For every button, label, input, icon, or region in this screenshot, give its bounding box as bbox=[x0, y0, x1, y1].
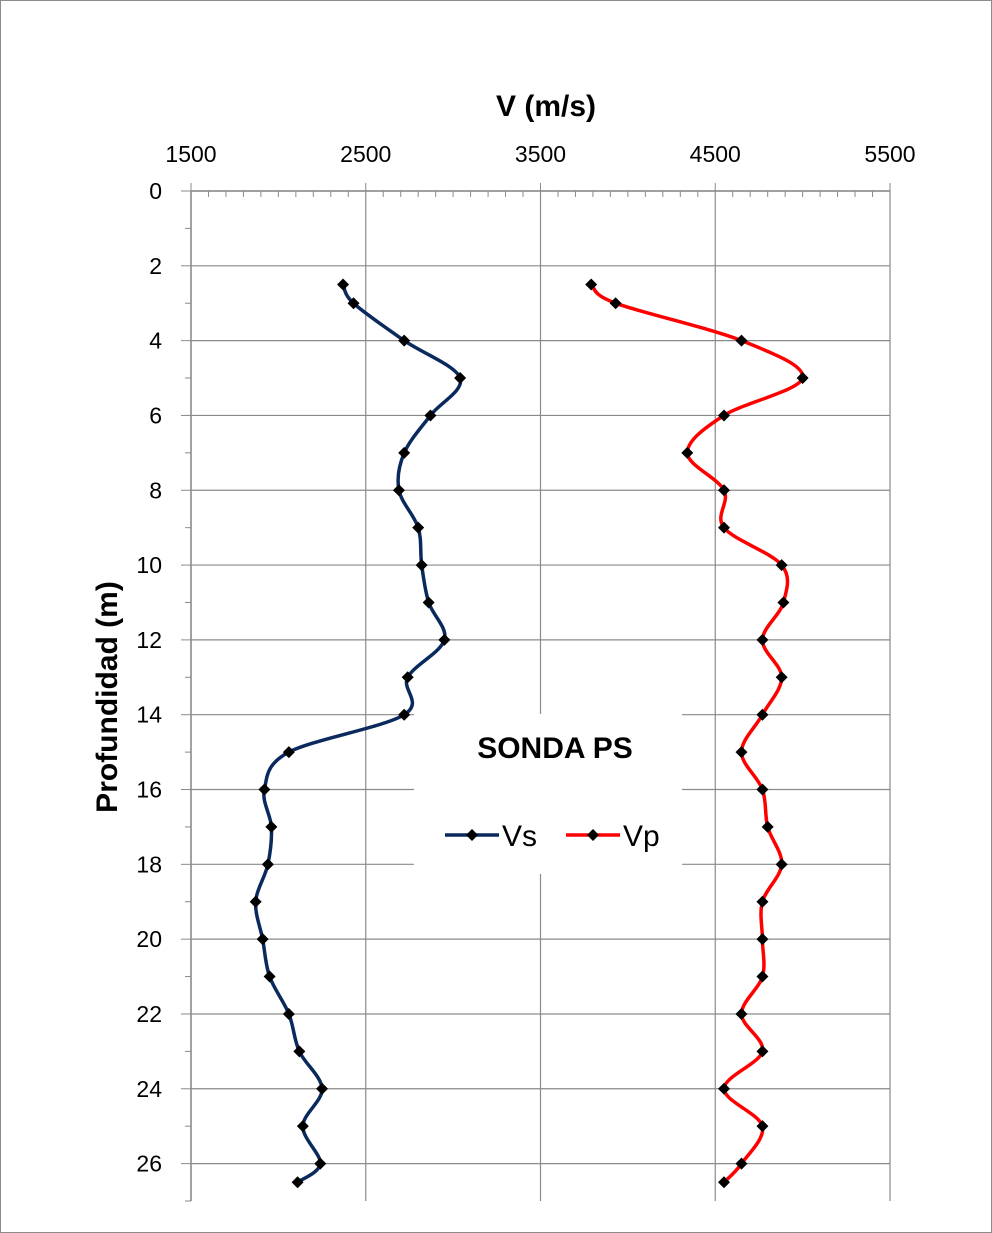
data-point-vp-7 bbox=[717, 521, 730, 534]
data-point-vs-9 bbox=[422, 596, 435, 609]
y-tick-label-12: 12 bbox=[136, 627, 162, 653]
data-point-vs-11 bbox=[401, 671, 414, 684]
data-point-vp-17 bbox=[756, 895, 769, 908]
legend-label-vs: Vs bbox=[502, 820, 537, 853]
data-point-vp-6 bbox=[717, 484, 730, 497]
data-point-vp-18 bbox=[756, 933, 769, 946]
data-point-vs-16 bbox=[261, 858, 274, 871]
axes bbox=[181, 183, 891, 1202]
y-tick-label-14: 14 bbox=[136, 702, 162, 728]
data-point-vs-12 bbox=[398, 708, 411, 721]
y-tick-label-16: 16 bbox=[136, 777, 162, 803]
data-point-vs-3 bbox=[454, 372, 467, 385]
data-point-vp-1 bbox=[609, 297, 622, 310]
y-axis-title: Profundidad (m) bbox=[91, 581, 124, 813]
x-tick-label-4500: 4500 bbox=[690, 141, 741, 167]
data-point-vp-2 bbox=[735, 334, 748, 347]
data-point-vp-21 bbox=[756, 1045, 769, 1058]
data-point-vp-11 bbox=[775, 671, 788, 684]
y-tick-label-26: 26 bbox=[136, 1151, 162, 1177]
data-point-vp-14 bbox=[756, 783, 769, 796]
data-point-vp-10 bbox=[756, 633, 769, 646]
data-point-vs-6 bbox=[392, 484, 405, 497]
data-point-vp-13 bbox=[735, 746, 748, 759]
legend-marker-vp bbox=[587, 829, 599, 841]
y-tick-label-20: 20 bbox=[136, 926, 162, 952]
x-tick-label-3500: 3500 bbox=[515, 141, 566, 167]
data-point-vs-20 bbox=[282, 1007, 295, 1020]
data-point-vs-4 bbox=[424, 409, 437, 422]
data-point-vs-18 bbox=[256, 933, 269, 946]
legend-box: SONDA PS Vs Vp bbox=[414, 714, 682, 874]
y-tick-label-8: 8 bbox=[149, 477, 162, 503]
x-tick-label-5500: 5500 bbox=[864, 141, 915, 167]
y-tick-label-10: 10 bbox=[136, 552, 162, 578]
y-tick-label-22: 22 bbox=[136, 1001, 162, 1027]
data-point-vp-25 bbox=[717, 1176, 730, 1189]
data-point-vp-3 bbox=[796, 372, 809, 385]
data-point-vs-10 bbox=[438, 633, 451, 646]
data-point-vp-19 bbox=[756, 970, 769, 983]
data-point-vp-4 bbox=[717, 409, 730, 422]
data-point-vs-0 bbox=[337, 278, 350, 291]
data-point-vs-1 bbox=[347, 297, 360, 310]
data-point-vs-13 bbox=[282, 746, 295, 759]
chart-title: SONDA PS bbox=[477, 732, 633, 765]
legend-background bbox=[414, 714, 682, 874]
data-point-vp-23 bbox=[756, 1120, 769, 1133]
y-tick-label-18: 18 bbox=[136, 851, 162, 877]
series-layer bbox=[249, 278, 809, 1189]
legend-label-vp: Vp bbox=[623, 820, 660, 853]
data-point-vp-0 bbox=[585, 278, 598, 291]
data-point-vs-22 bbox=[316, 1082, 329, 1095]
data-point-vp-22 bbox=[717, 1082, 730, 1095]
data-point-vs-25 bbox=[291, 1176, 304, 1189]
data-point-vp-24 bbox=[735, 1157, 748, 1170]
y-tick-label-0: 0 bbox=[149, 178, 162, 204]
y-tick-label-24: 24 bbox=[136, 1076, 162, 1102]
data-point-vs-24 bbox=[314, 1157, 327, 1170]
data-point-vp-12 bbox=[756, 708, 769, 721]
y-tick-label-2: 2 bbox=[149, 253, 162, 279]
legend-entry-vp: Vp bbox=[566, 820, 660, 853]
y-tick-label-6: 6 bbox=[149, 402, 162, 428]
legend-marker-vs bbox=[466, 829, 478, 841]
legend-entry-vs: Vs bbox=[445, 820, 537, 853]
x-tick-labels: 1500 2500 3500 4500 5500 bbox=[165, 141, 915, 167]
data-point-vs-23 bbox=[296, 1120, 309, 1133]
data-point-vs-15 bbox=[265, 820, 278, 833]
x-tick-label-2500: 2500 bbox=[340, 141, 391, 167]
data-point-vs-19 bbox=[263, 970, 276, 983]
data-point-vs-5 bbox=[398, 446, 411, 459]
data-point-vp-8 bbox=[775, 559, 788, 572]
data-point-vp-16 bbox=[775, 858, 788, 871]
data-point-vp-5 bbox=[681, 446, 694, 459]
data-point-vs-21 bbox=[293, 1045, 306, 1058]
y-tick-label-4: 4 bbox=[149, 328, 162, 354]
data-point-vs-8 bbox=[415, 559, 428, 572]
series-vp bbox=[585, 278, 809, 1189]
x-tick-label-1500: 1500 bbox=[165, 141, 216, 167]
data-point-vp-20 bbox=[735, 1007, 748, 1020]
x-axis-title: V (m/s) bbox=[496, 90, 596, 123]
series-vs bbox=[249, 278, 467, 1189]
data-point-vs-7 bbox=[412, 521, 425, 534]
data-point-vs-2 bbox=[398, 334, 411, 347]
data-point-vs-14 bbox=[258, 783, 271, 796]
data-point-vs-17 bbox=[249, 895, 262, 908]
data-point-vp-15 bbox=[761, 820, 774, 833]
data-point-vp-9 bbox=[777, 596, 790, 609]
